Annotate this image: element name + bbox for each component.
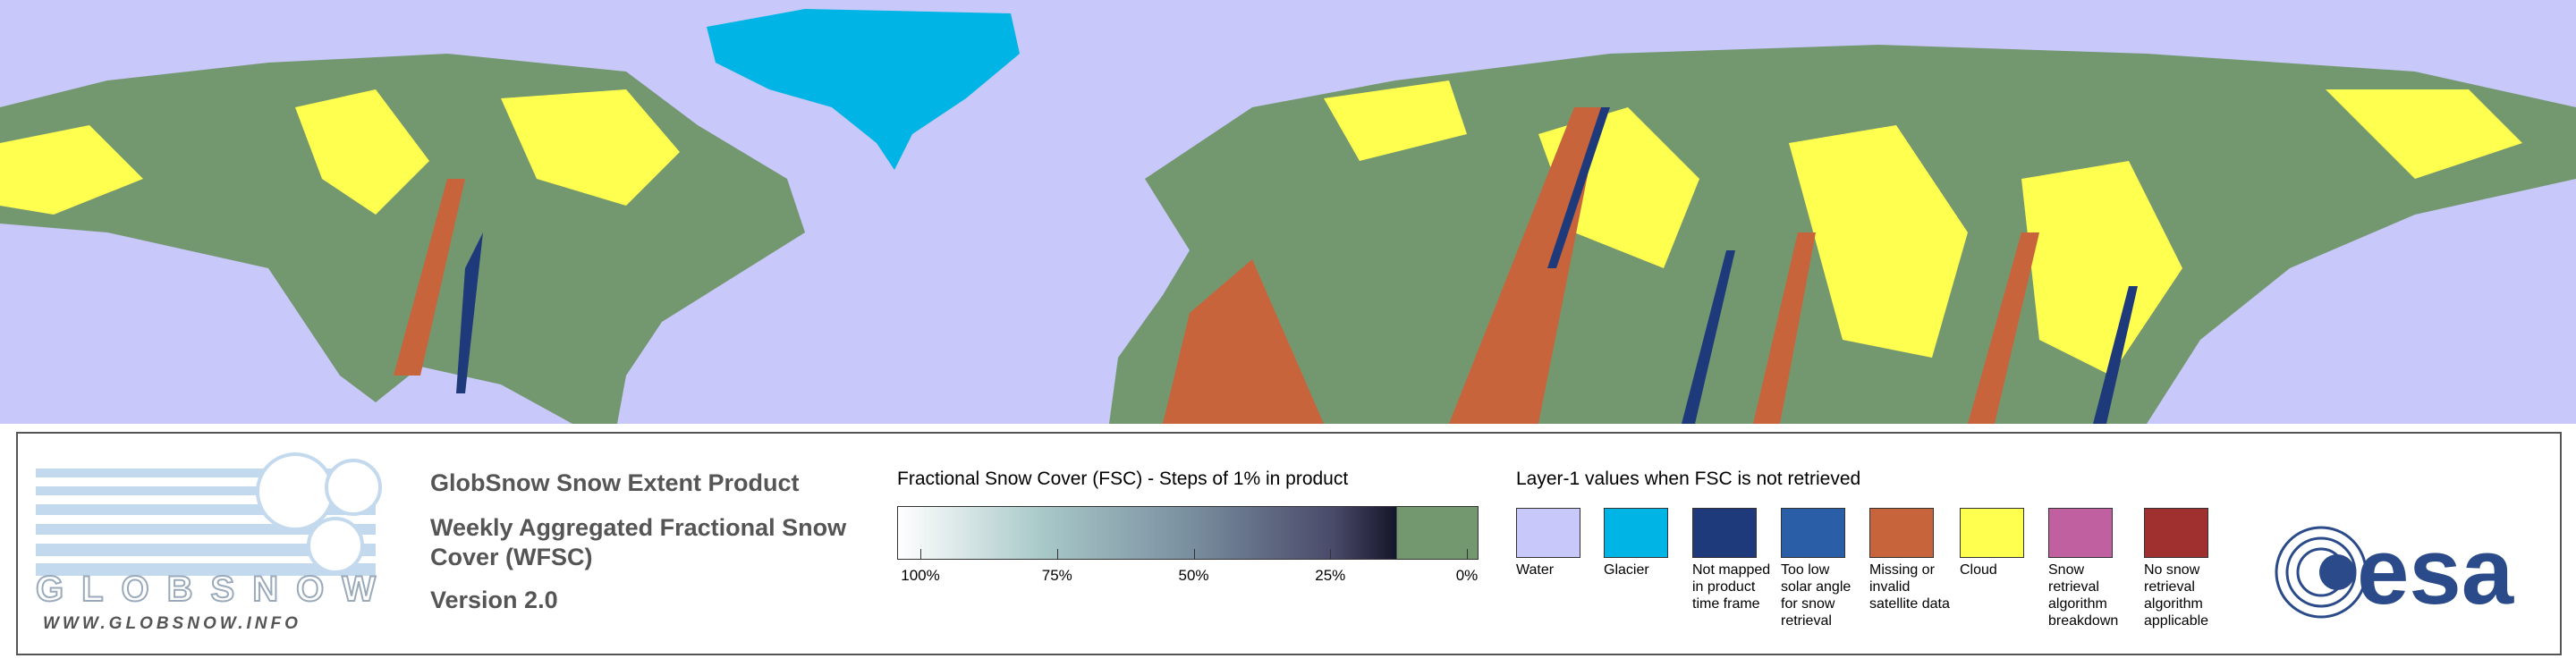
class-label: Glacier [1604,562,1649,578]
logo-url: WWW.GLOBSNOW.INFO [43,614,301,633]
agency-name: esa [2357,523,2515,624]
stripe [36,544,376,556]
cloud-patches [0,80,2522,376]
missing-swaths [394,107,2039,424]
class-label: Missing or invalid satellite data [1869,562,1950,612]
colorbar-tick-label: 50% [1178,567,1209,584]
product-subtitle: Weekly Aggregated Fractional Snow Cover … [430,514,847,570]
class-swatch [2048,508,2113,558]
class-label: Cloud [1960,562,1997,578]
snowflake [325,459,382,516]
swath [1449,107,1601,424]
colorbar-tick-label: 75% [1041,567,1072,584]
cloud [2326,89,2522,179]
stripe [36,563,376,576]
globsnow-logo: GLOBSNOW WWW.GLOBSNOW.INFO [36,452,382,633]
class-label: Too low solar angle for snow retrieval [1781,562,1852,629]
swath [456,232,483,393]
cloud [1324,80,1467,161]
swath [1547,107,1610,268]
class-swatch [1692,508,1757,558]
unmapped-swaths [456,107,2138,424]
swath [1968,232,2039,424]
snowflake [256,452,335,531]
cloud [1789,125,1968,358]
class-label: No snow retrieval algorithm applicable [2144,562,2209,629]
stripe [36,469,376,477]
product-title: GlobSnow Snow Extent Product [430,469,800,496]
esa-dot [2319,554,2355,590]
class-label: Snow retrieval algorithm breakdown [2048,562,2119,629]
ring [2275,526,2368,619]
cloud [295,89,429,215]
product-version: Version 2.0 [430,587,558,613]
colorbar-tick-label: 25% [1315,567,1346,584]
cloud [0,125,143,215]
snowflakes [256,452,382,574]
class-label: Not mapped in product time frame [1692,562,1771,612]
swath [1163,259,1324,424]
swath [394,179,465,376]
swath [2093,286,2138,424]
class-swatch [2144,508,2208,558]
cloud [501,89,680,206]
colorbar-tick [1193,549,1195,560]
cloud [2021,161,2182,376]
colorbar-tick [1330,549,1332,560]
greenland [707,9,1020,170]
class-swatch [1604,508,1668,558]
class-swatch [1960,508,2024,558]
colorbar-tick [1056,549,1058,560]
class-swatch [1869,508,1934,558]
esa-logo: esa [2275,523,2515,624]
colorbar [897,506,1479,560]
colorbar-tick [920,549,921,560]
class-swatch [1516,508,1580,558]
snow-map [0,0,2576,424]
colorbar-tick [1467,549,1468,560]
snowflake [307,517,364,574]
swath [1753,232,1816,424]
class-label: Water [1516,562,1555,578]
swath [1682,250,1735,424]
class-swatch [1781,508,1845,558]
classes-title: Layer-1 values when FSC is not retrieved [1516,469,1861,489]
colorbar-title: Fractional Snow Cover (FSC) - Steps of 1… [897,469,1349,489]
colorbar-tick-label: 0% [1455,567,1479,584]
colorbar-tick-label: 100% [901,567,940,584]
stripe [36,486,376,495]
